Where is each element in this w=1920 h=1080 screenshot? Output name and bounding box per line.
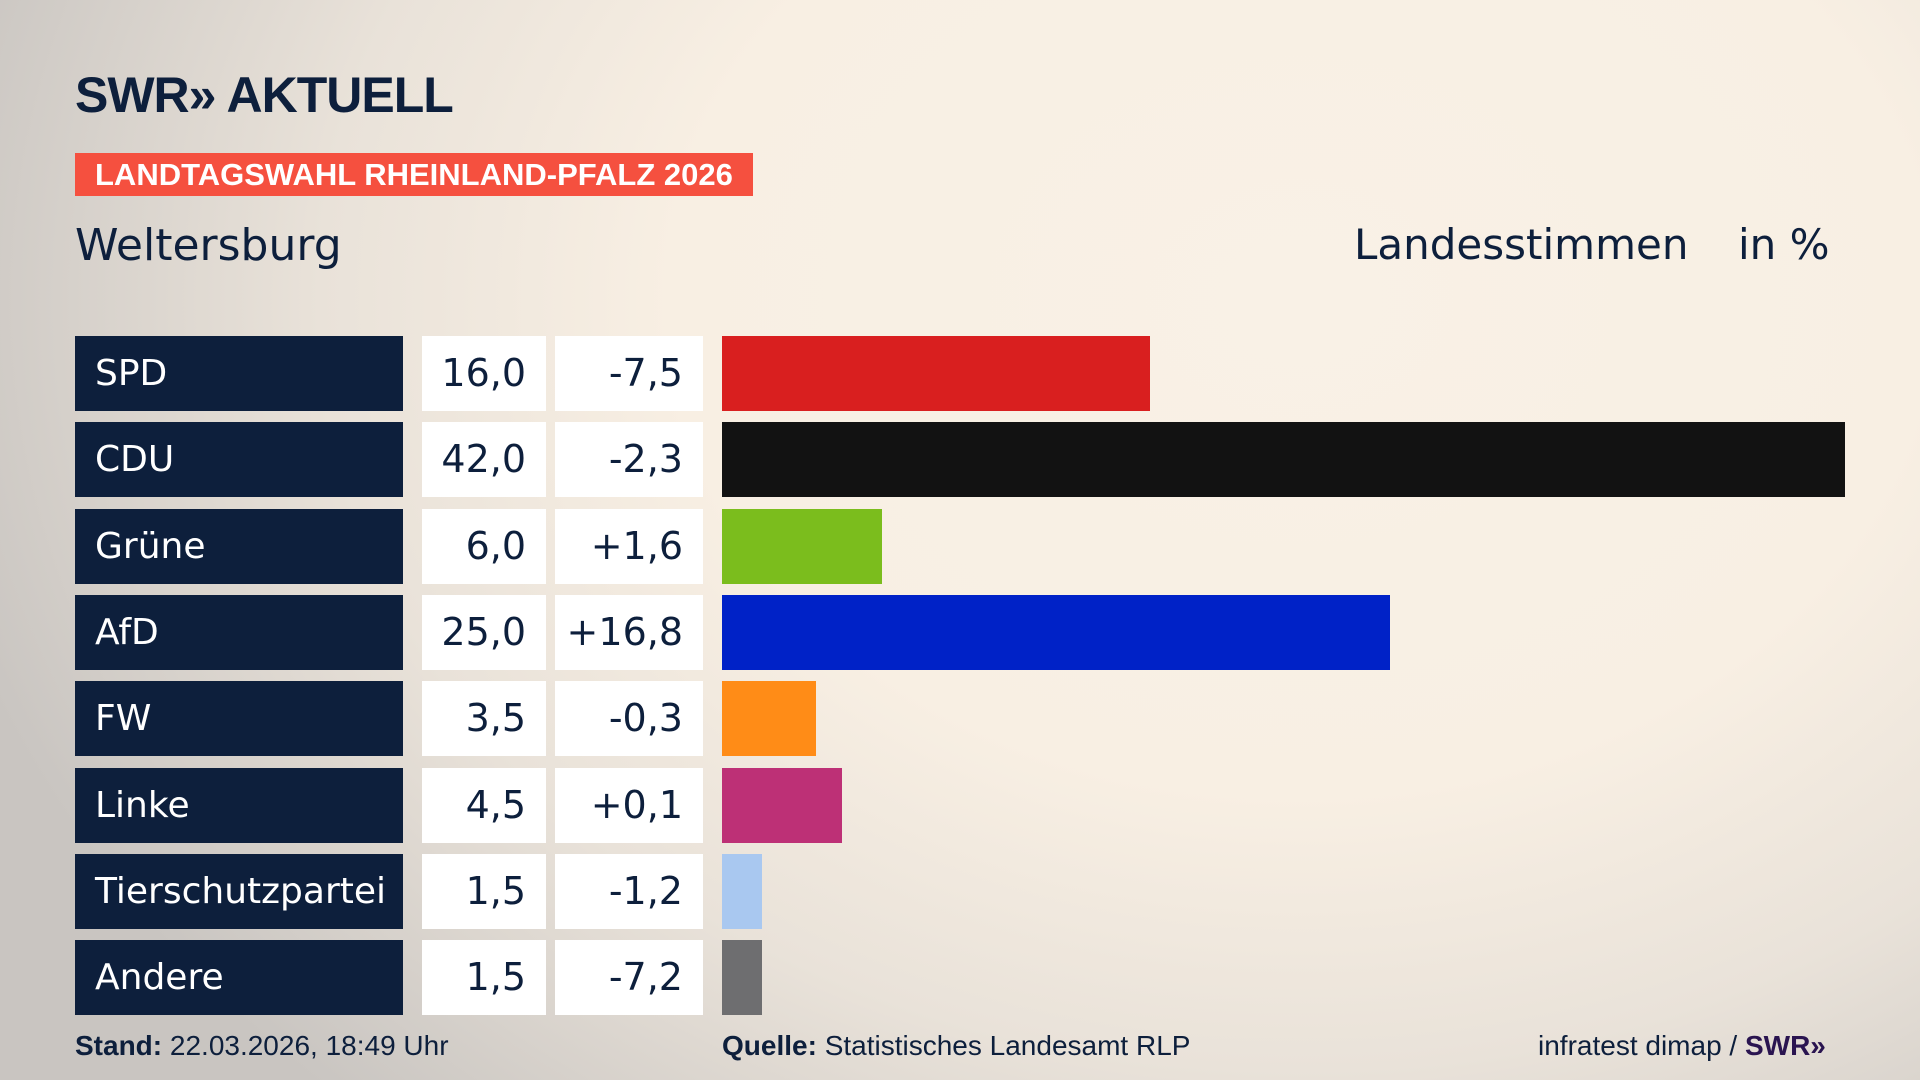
change-label: +16,8 [555,594,703,670]
stand-info: Stand: 22.03.2026, 18:49 Uhr [75,1030,449,1062]
bar-grüne [722,508,883,584]
party-label: Andere [75,940,403,1016]
credit: infratest dimap / SWR» [1538,1030,1826,1062]
change-label: -7,2 [555,940,703,1016]
change-label: -2,3 [555,422,703,498]
election-banner: LANDTAGSWAHL RHEINLAND-PFALZ 2026 [75,153,753,196]
party-label: Tierschutzpartei [75,853,403,929]
vote-share-label: 42,0 [422,422,546,498]
bar-andere [722,940,763,1016]
change-label: -7,5 [555,336,703,411]
bar-afd [722,594,1391,670]
stand-label: Stand: [75,1030,163,1061]
change-label: -1,2 [555,853,703,929]
party-label: FW [75,681,403,757]
unit-label: in % [1738,220,1830,269]
party-label: AfD [75,594,403,670]
swr-logo: SWR» [1744,1030,1826,1061]
source-value: Statistisches Landesamt RLP [824,1030,1191,1061]
bar-linke [722,767,843,843]
vote-share-label: 25,0 [422,594,546,670]
vote-share-label: 6,0 [422,508,546,584]
change-label: +0,1 [555,767,703,843]
change-label: +1,6 [555,508,703,584]
region-title: Weltersburg [75,220,342,271]
bar-tierschutzpartei [722,853,763,929]
bar-cdu [722,422,1845,498]
source-info: Quelle: Statistisches Landesamt RLP [722,1030,1190,1062]
vote-type-label: Landesstimmen [1354,220,1689,269]
credit-text: infratest dimap / [1538,1030,1738,1061]
vote-share-label: 3,5 [422,681,546,757]
vote-share-label: 1,5 [422,853,546,929]
vote-share-label: 4,5 [422,767,546,843]
party-label: CDU [75,422,403,498]
bar-fw [722,681,816,757]
bar-spd [722,336,1150,411]
source-label: Quelle: [722,1030,817,1061]
party-label: SPD [75,336,403,411]
change-label: -0,3 [555,681,703,757]
swr-aktuell-logo: SWR» AKTUELL [75,67,454,123]
party-label: Grüne [75,508,403,584]
stand-value: 22.03.2026, 18:49 Uhr [169,1030,449,1061]
vote-share-label: 1,5 [422,940,546,1016]
vote-share-label: 16,0 [422,336,546,411]
party-label: Linke [75,767,403,843]
